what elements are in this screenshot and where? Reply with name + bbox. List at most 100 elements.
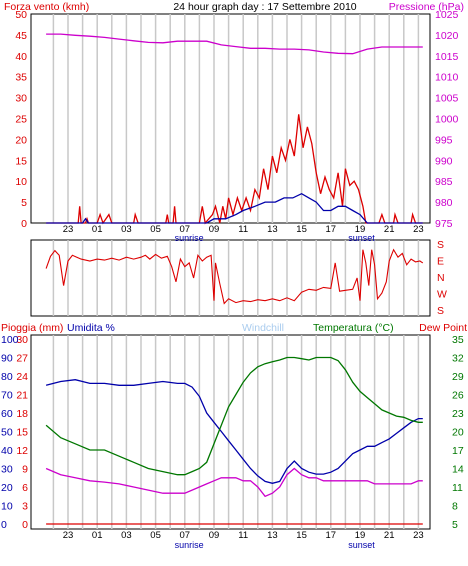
windchill-legend: Windchill bbox=[242, 322, 284, 334]
hour-tick: 05 bbox=[150, 224, 161, 235]
rain-tick: 15 bbox=[16, 427, 28, 439]
hour-tick: 13 bbox=[267, 530, 278, 541]
humidity-tick: 50 bbox=[1, 427, 13, 439]
humidity-tick: 20 bbox=[1, 482, 13, 494]
wind-speed-axis-title: Forza vento (kmh) bbox=[4, 1, 89, 13]
pressure-tick: 995 bbox=[435, 134, 453, 146]
temperature-tick: 35 bbox=[452, 334, 464, 346]
series-line bbox=[46, 192, 423, 224]
sunset-label: sunset bbox=[348, 233, 375, 243]
pressure-tick: 1010 bbox=[435, 72, 459, 84]
hour-tick: 13 bbox=[267, 224, 278, 235]
hour-tick: 23 bbox=[413, 224, 424, 235]
hour-tick: 01 bbox=[92, 224, 103, 235]
humidity-tick: 60 bbox=[1, 408, 13, 420]
temperature-tick: 14 bbox=[452, 464, 464, 476]
series-line bbox=[45, 467, 423, 498]
humidity-tick: 10 bbox=[1, 501, 13, 513]
wind-speed-tick: 45 bbox=[15, 30, 27, 42]
temperature-tick: 5 bbox=[452, 519, 458, 531]
direction-tick: N bbox=[437, 272, 445, 284]
temperature-tick: 20 bbox=[452, 427, 464, 439]
rain-tick: 30 bbox=[16, 334, 28, 346]
hour-tick: 21 bbox=[384, 224, 395, 235]
pressure-tick: 980 bbox=[435, 197, 453, 209]
wind-speed-tick: 5 bbox=[21, 197, 27, 209]
sunrise-label: sunrise bbox=[175, 540, 204, 550]
sunrise-label: sunrise bbox=[175, 233, 204, 243]
rain-tick: 12 bbox=[16, 445, 28, 457]
wind-pressure-panel bbox=[30, 13, 431, 224]
rain-axis-title: Pioggia (mm) bbox=[1, 322, 63, 334]
hour-tick: 17 bbox=[326, 224, 337, 235]
temperature-tick: 17 bbox=[452, 445, 464, 457]
wind-speed-tick: 40 bbox=[15, 51, 27, 63]
humidity-tick: 70 bbox=[1, 390, 13, 402]
temperature-tick: 32 bbox=[452, 353, 464, 365]
hour-tick: 05 bbox=[150, 530, 161, 541]
temperature-tick: 8 bbox=[452, 501, 458, 513]
pressure-tick-labels: 975 980 985 990 995 1000 1005 1010 1015 1020 1025 bbox=[435, 9, 459, 230]
series-line bbox=[45, 248, 424, 305]
hour-tick: 23 bbox=[63, 530, 74, 541]
direction-tick: W bbox=[437, 289, 447, 301]
rain-tick: 27 bbox=[16, 353, 28, 365]
direction-tick: S bbox=[437, 239, 444, 251]
hour-tick: 19 bbox=[355, 530, 366, 541]
wind-direction-panel bbox=[30, 239, 431, 317]
humidity-tick-labels: 0 10 20 30 40 50 60 70 80 90 100 bbox=[1, 334, 19, 531]
pressure-tick: 1025 bbox=[435, 9, 459, 21]
rain-humidity-temperature-series bbox=[45, 356, 423, 525]
dewpoint-legend: Dew Point bbox=[419, 322, 467, 334]
humidity-tick: 0 bbox=[1, 519, 7, 531]
humidity-tick: 90 bbox=[1, 353, 13, 365]
rain-humidity-temperature-panel bbox=[30, 334, 431, 530]
hour-tick: 09 bbox=[209, 224, 220, 235]
humidity-tick: 40 bbox=[1, 445, 13, 457]
sunrise-sunset-labels: sunrise sunrise sunset sunset bbox=[175, 233, 376, 550]
pressure-axis-title: Pressione (hPa) bbox=[389, 1, 464, 13]
humidity-tick: 30 bbox=[1, 464, 13, 476]
hour-tick: 03 bbox=[121, 224, 132, 235]
hour-tick: 01 bbox=[92, 530, 103, 541]
hour-tick: 23 bbox=[413, 530, 424, 541]
wind-direction-series bbox=[45, 248, 424, 305]
wind-speed-tick: 20 bbox=[15, 134, 27, 146]
hour-tick: 21 bbox=[384, 530, 395, 541]
hour-tick: 15 bbox=[296, 224, 307, 235]
wind-pressure-series bbox=[46, 33, 423, 225]
hour-tick: 07 bbox=[180, 530, 191, 541]
temperature-tick: 11 bbox=[452, 482, 463, 494]
lower-hour-labels: 23 01 03 05 07 09 11 13 15 17 19 21 23 bbox=[63, 530, 424, 541]
wind-speed-tick-labels: 0 5 10 15 20 25 30 35 40 45 50 bbox=[15, 9, 27, 230]
rain-tick: 3 bbox=[22, 501, 28, 513]
temperature-tick: 23 bbox=[452, 408, 464, 420]
hour-tick: 03 bbox=[121, 530, 132, 541]
pressure-tick: 1015 bbox=[435, 51, 459, 63]
temperature-tick-labels: 5 8 11 14 17 20 23 26 29 32 35 bbox=[452, 334, 464, 531]
rain-tick: 24 bbox=[16, 371, 28, 383]
wind-pressure-grid bbox=[52, 14, 420, 223]
wind-pressure-hour-labels: 23 01 03 05 07 09 11 13 15 17 19 21 23 bbox=[63, 224, 424, 235]
wind-speed-tick: 0 bbox=[21, 218, 27, 230]
wind-speed-tick: 15 bbox=[15, 155, 27, 167]
pressure-tick: 1020 bbox=[435, 30, 459, 42]
temperature-axis-title: Temperatura (°C) bbox=[313, 322, 394, 334]
hour-tick: 19 bbox=[355, 224, 366, 235]
humidity-axis-title: Umidita % bbox=[67, 322, 115, 334]
direction-tick: E bbox=[437, 256, 444, 268]
hour-tick: 07 bbox=[180, 224, 191, 235]
pressure-tick: 985 bbox=[435, 176, 453, 188]
rain-tick: 9 bbox=[22, 464, 28, 476]
rain-tick: 21 bbox=[16, 390, 28, 402]
humidity-tick: 80 bbox=[1, 371, 13, 383]
pressure-tick: 975 bbox=[435, 218, 453, 230]
graph-title: 24 hour graph day : 17 Settembre 2010 bbox=[173, 1, 356, 13]
rain-tick: 18 bbox=[16, 408, 28, 420]
lower-panel-header: Pioggia (mm) Umidita % Windchill Tempera… bbox=[1, 322, 467, 334]
rain-tick: 6 bbox=[22, 482, 28, 494]
hour-tick: 11 bbox=[238, 224, 248, 235]
direction-tick: S bbox=[437, 305, 444, 317]
